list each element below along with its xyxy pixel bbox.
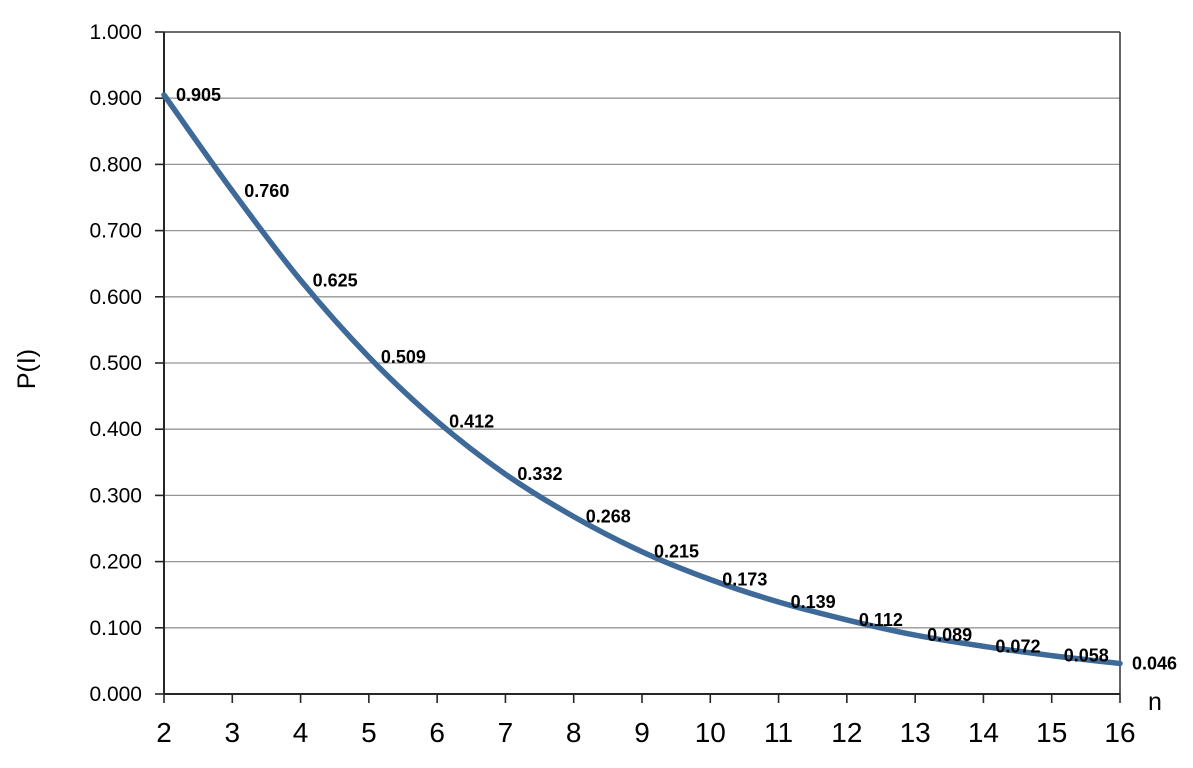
y-tick-label: 0.700 xyxy=(89,220,142,243)
data-label: 0.412 xyxy=(449,411,494,431)
x-tick-label: 2 xyxy=(156,717,172,748)
x-tick-label: 6 xyxy=(429,717,445,748)
data-label: 0.112 xyxy=(859,610,903,630)
data-label: 0.173 xyxy=(722,569,767,589)
y-tick-label: 0.400 xyxy=(89,418,142,441)
y-tick-label: 0.300 xyxy=(89,484,142,507)
x-tick-label: 7 xyxy=(498,717,514,748)
data-label: 0.268 xyxy=(586,507,631,527)
x-tick-label: 15 xyxy=(1036,717,1067,748)
x-tick-label: 5 xyxy=(361,717,377,748)
x-tick-label: 10 xyxy=(695,717,726,748)
data-label: 0.072 xyxy=(995,636,1040,656)
y-tick-label: 0.100 xyxy=(89,617,142,640)
data-label: 0.089 xyxy=(927,625,972,645)
y-tick-label: 0.600 xyxy=(89,286,142,309)
data-label: 0.905 xyxy=(176,85,221,105)
y-axis-title: P(I) xyxy=(13,348,41,390)
x-tick-label: 13 xyxy=(900,717,931,748)
data-label: 0.046 xyxy=(1132,654,1177,674)
y-tick-label: 1.000 xyxy=(89,21,142,44)
data-label: 0.332 xyxy=(517,464,562,484)
x-tick-label: 12 xyxy=(831,717,862,748)
x-tick-label: 4 xyxy=(293,717,309,748)
x-tick-label: 16 xyxy=(1104,717,1135,748)
data-label: 0.625 xyxy=(313,270,358,290)
y-tick-label: 0.000 xyxy=(89,683,142,706)
series-line xyxy=(161,92,1123,667)
x-tick-label: 8 xyxy=(566,717,582,748)
data-label: 0.139 xyxy=(791,592,836,612)
data-label: 0.509 xyxy=(381,347,426,367)
y-tick-label: 0.500 xyxy=(89,352,142,375)
x-axis-title: n xyxy=(1148,688,1162,716)
x-tick-label: 11 xyxy=(764,717,793,748)
data-label: 0.760 xyxy=(244,181,289,201)
x-tick-label: 3 xyxy=(224,717,240,748)
data-label: 0.058 xyxy=(1064,646,1109,666)
x-tick-label: 9 xyxy=(634,717,650,748)
y-tick-label: 0.900 xyxy=(89,87,142,110)
data-label: 0.215 xyxy=(654,542,699,562)
y-tick-label: 0.200 xyxy=(89,551,142,574)
y-tick-label: 0.800 xyxy=(89,153,142,176)
x-tick-label: 14 xyxy=(968,717,999,748)
